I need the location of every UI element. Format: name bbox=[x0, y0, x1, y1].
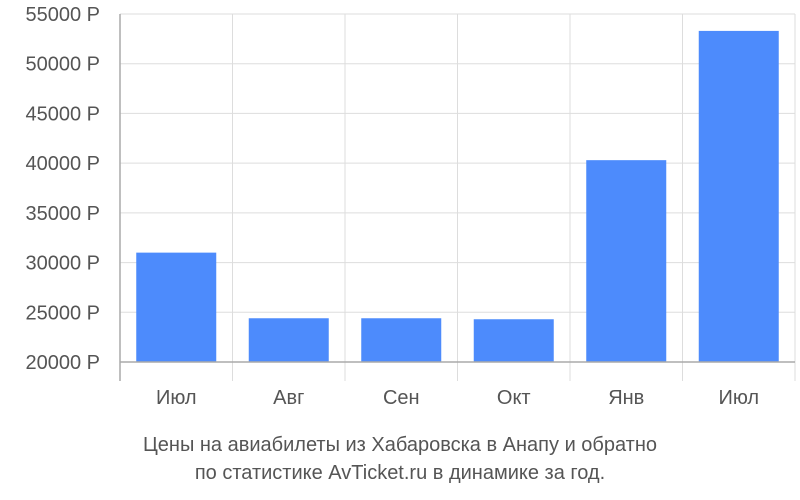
x-tick-label: Окт bbox=[497, 387, 531, 409]
y-tick-label: 50000 Р bbox=[25, 54, 100, 76]
x-tick-label: Июл bbox=[718, 387, 759, 409]
bar bbox=[586, 160, 667, 362]
bar bbox=[248, 318, 329, 362]
bar bbox=[698, 30, 779, 362]
y-tick-label: 35000 Р bbox=[25, 203, 100, 225]
y-tick-label: 25000 Р bbox=[25, 302, 100, 324]
chart-caption-line-2: по статистике AvTicket.ru в динамике за … bbox=[194, 462, 606, 484]
y-tick-label: 45000 Р bbox=[25, 103, 100, 125]
x-tick-label: Сен bbox=[383, 387, 420, 409]
y-tick-label: 40000 Р bbox=[25, 153, 100, 175]
y-tick-label: 30000 Р bbox=[25, 253, 100, 275]
x-tick-label: Авг bbox=[273, 387, 304, 409]
bar bbox=[473, 319, 554, 362]
y-tick-label: 20000 Р bbox=[25, 352, 100, 374]
x-tick-label: Янв bbox=[608, 387, 644, 409]
chart-caption-line-1: Цены на авиабилеты из Хабаровска в Анапу… bbox=[142, 434, 658, 456]
bar bbox=[136, 252, 217, 362]
y-tick-label: 55000 Р bbox=[25, 4, 100, 26]
x-tick-label: Июл bbox=[156, 387, 197, 409]
bar bbox=[361, 318, 442, 362]
